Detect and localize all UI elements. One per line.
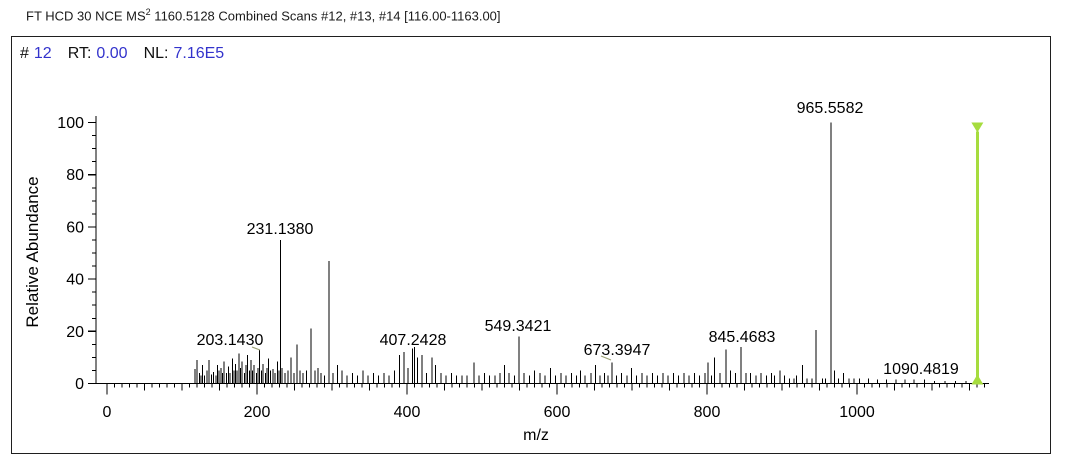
precursor-marker-bottom-icon bbox=[971, 374, 984, 385]
peak-label: 673.3947 bbox=[584, 342, 651, 359]
peak-label: 231.1380 bbox=[247, 221, 314, 238]
peak-label: 965.5582 bbox=[797, 100, 864, 117]
x-axis-title: m/z bbox=[523, 427, 549, 444]
y-tick-label: 20 bbox=[66, 324, 84, 341]
scan-info-header: #12 RT: 0.00 NL: 7.16E5 bbox=[20, 45, 224, 63]
peak-label: 203.1430 bbox=[197, 332, 264, 349]
caption-superscript: 2 bbox=[145, 7, 151, 17]
x-tick-label: 800 bbox=[694, 404, 721, 421]
peak-label: 407.2428 bbox=[380, 332, 447, 349]
rt-label: RT: bbox=[67, 45, 92, 62]
peak-label: 1090.4819 bbox=[883, 361, 959, 378]
rt-value: 0.00 bbox=[96, 45, 128, 62]
x-tick-label: 400 bbox=[394, 404, 421, 421]
y-tick-label: 0 bbox=[75, 376, 84, 393]
spectrum-panel bbox=[11, 36, 1051, 454]
peak-label: 845.4683 bbox=[709, 329, 776, 346]
scan-number-sign: # bbox=[20, 45, 29, 62]
y-tick-label: 80 bbox=[66, 167, 84, 184]
x-tick-label: 1000 bbox=[839, 404, 875, 421]
caption-rest: 1160.5128 Combined Scans #12, #13, #14 [… bbox=[150, 8, 501, 24]
y-axis-title: Relative Abundance bbox=[23, 176, 42, 327]
y-tick-label: 100 bbox=[57, 115, 84, 132]
x-tick-label: 200 bbox=[244, 404, 271, 421]
caption-prefix: FT HCD 30 NCE MS bbox=[26, 8, 146, 24]
scan-number: 12 bbox=[33, 45, 52, 62]
peak-label: 549.3421 bbox=[485, 318, 552, 335]
spectrum-caption: FT HCD 30 NCE MS2 1160.5128 Combined Sca… bbox=[26, 7, 501, 23]
peak-label-leader-line bbox=[251, 346, 261, 351]
x-tick-label: 600 bbox=[544, 404, 571, 421]
y-tick-label: 60 bbox=[66, 219, 84, 236]
peak-label-leader-line bbox=[600, 355, 612, 361]
precursor-marker-top-icon bbox=[971, 122, 984, 133]
nl-value: 7.16E5 bbox=[173, 45, 225, 62]
x-tick-label: 0 bbox=[103, 404, 112, 421]
nl-label: NL: bbox=[143, 45, 169, 62]
y-tick-label: 40 bbox=[66, 272, 84, 289]
